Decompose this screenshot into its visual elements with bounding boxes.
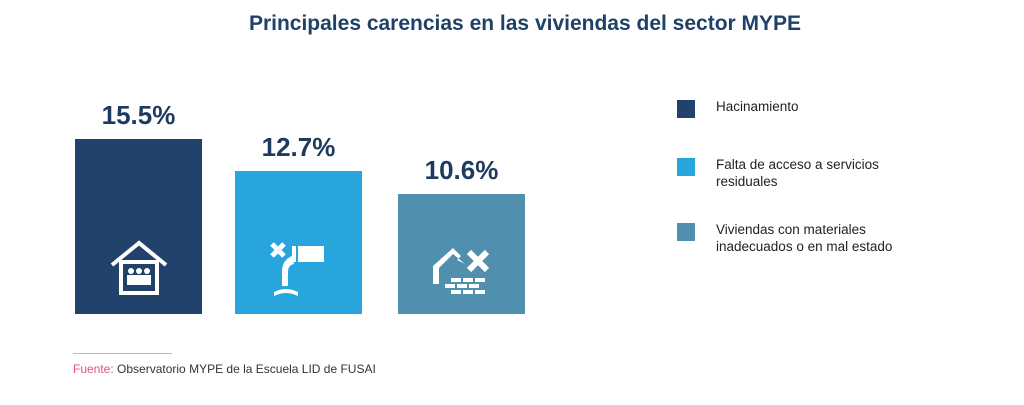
source-label: Fuente: xyxy=(73,362,114,376)
source-divider xyxy=(73,353,172,354)
legend-label: Falta de acceso a servicios residuales xyxy=(716,157,879,189)
chart-title: Principales carencias en las viviendas d… xyxy=(248,12,802,35)
legend-label: Hacinamiento xyxy=(716,99,799,114)
legend-item: Viviendas con materiales inadecuados o e… xyxy=(677,221,936,255)
bar-1 xyxy=(75,139,202,314)
legend-item: Hacinamiento xyxy=(677,98,936,118)
legend-swatch xyxy=(677,158,695,176)
source-note: Fuente: Observatorio MYPE de la Escuela … xyxy=(73,362,376,376)
data-label: 10.6% xyxy=(424,155,499,186)
data-label: 12.7% xyxy=(261,131,336,162)
damaged-house-icon xyxy=(433,247,490,294)
house-crowd-icon xyxy=(110,240,168,295)
legend-label: Viviendas con materiales inadecuados o e… xyxy=(716,222,893,254)
legend-item: Falta de acceso a servicios residuales xyxy=(677,156,936,190)
bar-3 xyxy=(398,194,525,314)
legend-swatch xyxy=(677,100,695,118)
source-text: Observatorio MYPE de la Escuela LID de F… xyxy=(113,362,376,376)
data-label: 15.5% xyxy=(101,100,176,130)
legend-swatch xyxy=(677,223,695,241)
no-drain-pipe-icon xyxy=(270,242,324,296)
bar-2 xyxy=(235,170,362,314)
